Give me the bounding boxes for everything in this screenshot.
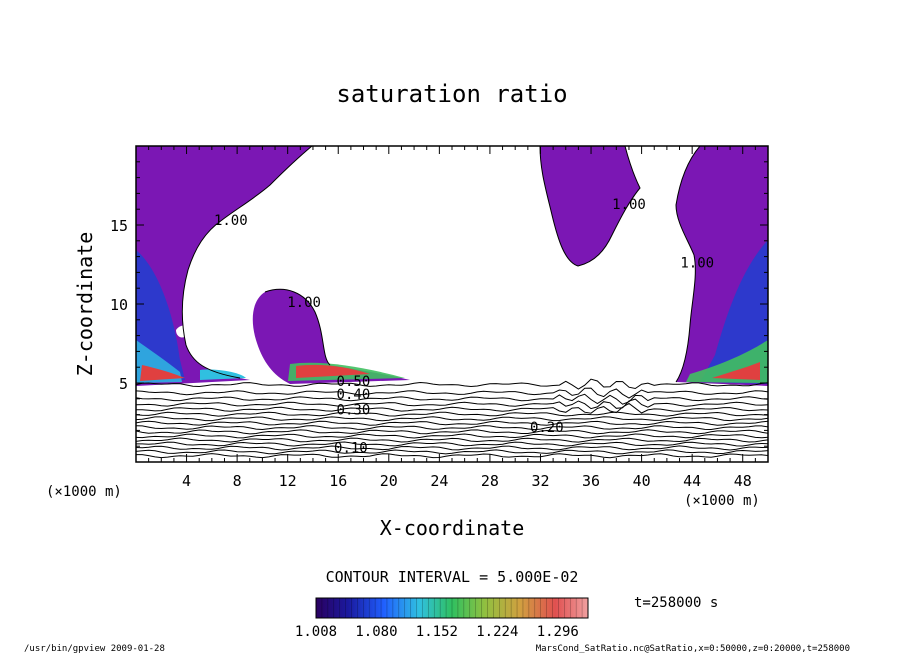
contour-line [136,393,768,405]
high-sat-band-mid-2 [296,364,370,378]
plot-area [136,146,768,459]
x-tick-label: 44 [683,472,701,490]
contour-line [136,425,768,431]
x-tick-label: 24 [430,472,448,490]
high-sat-band-right [700,240,768,384]
colorbar-label: 1.296 [537,624,579,640]
y-axis-label: Z-coordinate [73,232,97,377]
x-units-label: (×1000 m) [684,493,760,509]
contour-1-00-center [264,288,331,366]
contour-label: 0.20 [530,420,564,436]
supersat-region-left [136,146,312,386]
contour-line [136,378,768,390]
contour-line [136,433,768,439]
x-tick-label: 16 [329,472,347,490]
footer-right: MarsCond_SatRatio.nc@SatRatio,x=0:50000,… [536,644,850,654]
contour-label: 1.00 [680,256,714,272]
contour-label: 1.00 [612,197,646,213]
contour-label: 1.00 [214,213,248,229]
contour-1-00-right [675,146,701,383]
contour-line [136,402,768,414]
x-axis: 4 8 12 16 20 24 28 32 36 40 44 48 [148,146,756,490]
x-tick-label: 48 [734,472,752,490]
contour-label: 1.00 [287,295,321,311]
contour-label: 0.50 [337,374,371,390]
subsat-hole [176,325,189,338]
footer-left: /usr/bin/gpview 2009-01-28 [24,644,165,654]
contour-line [136,453,768,459]
x-tick-label: 28 [481,472,499,490]
x-tick-label: 20 [380,472,398,490]
x-tick-label: 36 [582,472,600,490]
contour-line [136,445,768,451]
x-axis-label: X-coordinate [380,516,525,540]
colorbar-label: 1.224 [476,624,518,640]
contour-line [136,441,768,447]
colorbar-label: 1.008 [295,624,337,640]
x-tick-label: 8 [233,472,242,490]
supersat-region-top [540,146,640,266]
contour-label: 0.30 [337,403,371,419]
y-axis: 5 10 15 [110,161,768,447]
x-tick-label: 32 [531,472,549,490]
y-tick-label: 5 [119,375,128,393]
time-label: t=258000 s [634,595,718,611]
x-tick-label: 12 [279,472,297,490]
chart-title: saturation ratio [336,80,567,108]
colorbar-label: 1.152 [416,624,458,640]
contour-line [136,398,768,410]
x-tick-label: 40 [633,472,651,490]
z-units-label: (×1000 m) [46,484,122,500]
contour-line [136,411,768,417]
colorbar-stripes [321,598,583,618]
colorbar-labels: 1.008 1.080 1.152 1.224 1.296 [295,624,579,640]
contour-line [136,420,768,426]
high-sat-band-left-3 [140,365,185,381]
y-tick-label: 10 [110,296,128,314]
contour-labels: 1.00 1.00 1.00 1.00 0.20 0.10 0.500.400.30 [214,197,714,456]
contour-1-00-left [181,146,313,379]
contour-line [136,416,768,422]
contour-lines [136,378,768,459]
contour-line [136,387,768,399]
high-sat-band-right-3 [712,362,760,380]
contour-1-00-top [539,146,641,267]
y-tick-label: 15 [110,217,128,235]
contour-interval: CONTOUR INTERVAL = 5.000E-02 [326,568,579,586]
supersat-region-center [252,289,410,384]
contour-line [136,449,768,455]
contour-label: 0.40 [337,387,371,403]
x-tick-label: 4 [182,472,191,490]
colorbar-label: 1.080 [355,624,397,640]
contour-line [136,429,768,435]
contour-label: 0.10 [334,441,368,457]
colorbar [315,597,589,619]
contour-line [136,437,768,443]
